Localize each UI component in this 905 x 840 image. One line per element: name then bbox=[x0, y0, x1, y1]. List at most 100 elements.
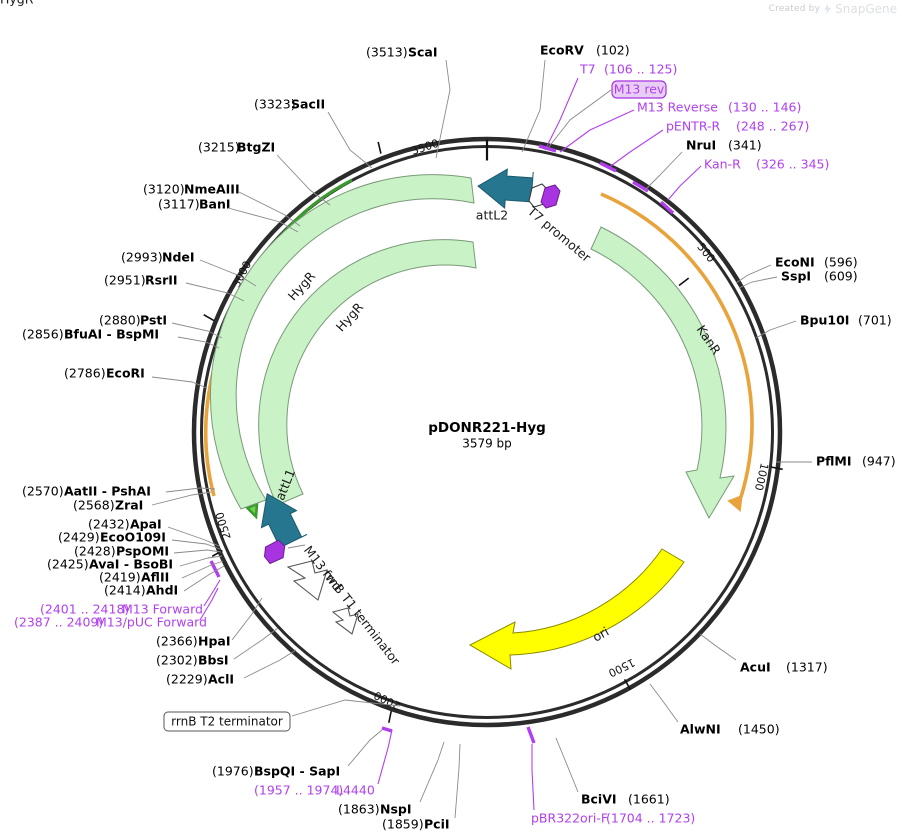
label-primer-pbr322ori-f[interactable]: pBR322ori-F (1704 .. 1723) bbox=[531, 744, 695, 826]
label-aflII-pos: (2419) bbox=[99, 570, 141, 585]
label-ecorv-name: EcoRV bbox=[540, 43, 584, 58]
label-primer-m13-reverse-range: (130 .. 146) bbox=[728, 100, 801, 115]
label-sacII-pos: (3323) bbox=[254, 97, 296, 112]
label-aatII[interactable]: (2570) AatII - PshAI bbox=[22, 484, 216, 499]
label-primer-t7-range: (106 .. 125) bbox=[604, 62, 677, 77]
label-primer-pbr322ori-f-range: (1704 .. 1723) bbox=[606, 811, 695, 826]
label-ndeI[interactable]: (2993) NdeI bbox=[121, 250, 257, 287]
label-bspQI[interactable]: (1976) BspQI - SapI bbox=[212, 729, 383, 779]
label-ecoO109I-pos: (2429) bbox=[58, 530, 100, 545]
label-m13-rev-box-text: M13 rev bbox=[614, 82, 665, 97]
label-pstI-name: PstI bbox=[140, 313, 167, 328]
feature-label-rrnb-t2: rrnB T2 terminator bbox=[171, 715, 283, 729]
label-primer-kan-r-name: Kan-R bbox=[704, 157, 741, 172]
label-nruI-name: NruI bbox=[686, 138, 716, 153]
label-nspI-pos: (1863) bbox=[338, 802, 380, 817]
label-scaI-name: ScaI bbox=[408, 45, 438, 60]
feature-attl2: attL2 bbox=[476, 168, 534, 223]
label-nmeAIII[interactable]: (3120) NmeAIII bbox=[143, 182, 301, 227]
label-ecoNI[interactable]: EcoNI (596) bbox=[735, 255, 858, 284]
label-pstI[interactable]: (2880) PstI bbox=[99, 313, 223, 339]
label-bciVI[interactable]: BciVI (1661) bbox=[555, 737, 670, 807]
label-aclI[interactable]: (2229) AclI bbox=[166, 649, 297, 687]
label-nmeAIII-name: NmeAIII bbox=[184, 182, 240, 197]
label-ecoNI-name: EcoNI bbox=[775, 255, 815, 270]
feature-label-t7-promoter: T7 promoter bbox=[524, 203, 594, 266]
label-ndeI-name: NdeI bbox=[162, 250, 195, 265]
label-bpu10I[interactable]: Bpu10I (701) bbox=[755, 313, 892, 339]
label-ecoRI[interactable]: (2786) EcoRI bbox=[64, 366, 208, 389]
label-primer-m13puc-forward[interactable]: (2387 .. 2409) M13/pUC Forward bbox=[14, 587, 219, 630]
label-primer-kan-r[interactable]: Kan-R (326 .. 345) bbox=[667, 157, 829, 201]
label-alwNI-pos: (1450) bbox=[738, 722, 780, 737]
label-nruI[interactable]: NruI (341) bbox=[644, 138, 762, 191]
label-rsrII[interactable]: (2951) RsrII bbox=[104, 273, 245, 302]
label-primer-t7[interactable]: T7 (106 .. 125) bbox=[544, 62, 677, 151]
label-bciVI-pos: (1661) bbox=[628, 792, 670, 807]
label-sspI-pos: (609) bbox=[824, 269, 858, 284]
label-primer-m13puc-forward-name: M13/pUC Forward bbox=[96, 615, 207, 630]
label-aflII[interactable]: (2419) AflII bbox=[99, 560, 224, 585]
label-m13-rev-box[interactable]: M13 rev bbox=[547, 80, 667, 149]
feature-label-attl2: attL2 bbox=[476, 208, 508, 223]
label-nspI-name: NspI bbox=[380, 802, 412, 817]
label-sacII[interactable]: (3323) SacII bbox=[254, 97, 373, 169]
label-pciI-name: PciI bbox=[424, 817, 450, 832]
label-primer-t7-name: T7 bbox=[579, 62, 596, 77]
label-bbsI-name: BbsI bbox=[198, 653, 229, 668]
label-ecorv-pos: (102) bbox=[596, 43, 630, 58]
label-ecoO109I-name: EcoO109I bbox=[100, 530, 166, 545]
feature-label-rrnb-t1: rrnB T1 terminator bbox=[320, 567, 404, 669]
label-primer-l4440-range: (1957 .. 1974) bbox=[254, 783, 343, 798]
label-hpaI[interactable]: (2366) HpaI bbox=[156, 597, 263, 649]
label-apaI[interactable]: (2432) ApaI bbox=[88, 517, 220, 547]
label-primer-pentr-r[interactable]: pENTR-R (248 .. 267) bbox=[607, 119, 809, 169]
label-bbsI-pos: (2302) bbox=[156, 653, 198, 668]
label-pciI-pos: (1859) bbox=[382, 817, 424, 832]
label-pciI[interactable]: (1859) PciI bbox=[382, 743, 461, 832]
label-alwNI[interactable]: AlwNI (1450) bbox=[649, 683, 780, 737]
label-ahdI[interactable]: (2414) AhdI bbox=[104, 565, 225, 598]
label-ahdI-pos: (2414) bbox=[104, 583, 146, 598]
label-ecoO109I[interactable]: (2429) EcoO109I bbox=[58, 530, 221, 550]
tick-label-1000: 1000 bbox=[752, 462, 771, 492]
label-scaI[interactable]: (3513) ScaI bbox=[366, 45, 451, 159]
label-zraI[interactable]: (2568) ZraI bbox=[73, 491, 212, 513]
label-btgZI-pos: (3215) bbox=[198, 140, 240, 155]
label-primer-pbr322ori-f-name: pBR322ori-F bbox=[531, 811, 608, 826]
label-sspI[interactable]: SspI (609) bbox=[738, 269, 858, 289]
label-btgZI[interactable]: (3215) BtgZI bbox=[198, 140, 331, 206]
label-sspI-name: SspI bbox=[781, 269, 811, 284]
label-bspQI-name: BspQI - SapI bbox=[254, 764, 340, 779]
feature-kanr: KanR bbox=[590, 226, 735, 520]
label-avaI[interactable]: (2425) AvaI - BsoBI bbox=[47, 555, 223, 572]
label-aclI-pos: (2229) bbox=[166, 672, 208, 687]
label-primer-m13-forward[interactable]: (2401 .. 2418) M13 Forward bbox=[40, 579, 221, 617]
label-bfuAI[interactable]: (2856) BfuAI - BspMI bbox=[22, 327, 220, 349]
label-bspQI-pos: (1976) bbox=[212, 764, 254, 779]
label-pflMI[interactable]: PflMI (947) bbox=[776, 454, 896, 469]
label-bfuAI-name: BfuAI - BspMI bbox=[64, 327, 159, 342]
watermark-brand: SnapGene bbox=[835, 2, 897, 16]
label-ahdI-name: AhdI bbox=[146, 583, 178, 598]
label-nmeAIII-pos: (3120) bbox=[143, 182, 185, 197]
tick-label-2500: 2500 bbox=[213, 510, 234, 541]
label-ecorv[interactable]: EcoRV (102) bbox=[521, 43, 630, 153]
label-scaI-pos: (3513) bbox=[366, 45, 408, 60]
label-apaI-name: ApaI bbox=[130, 517, 162, 532]
label-nruI-pos: (341) bbox=[728, 138, 762, 153]
label-primer-l4440[interactable]: (1957 .. 1974) L4440 bbox=[254, 729, 393, 798]
label-bpu10I-name: Bpu10I bbox=[800, 313, 849, 328]
label-acuI[interactable]: AcuI (1317) bbox=[699, 633, 828, 675]
center-annotation: pDONR221-Hyg 3579 bp bbox=[428, 420, 546, 451]
label-ecoRI-pos: (2786) bbox=[64, 366, 106, 381]
label-bfuAI-pos: (2856) bbox=[22, 327, 64, 342]
label-aflII-name: AflII bbox=[141, 570, 169, 585]
label-nspI[interactable]: (1863) NspI bbox=[338, 741, 445, 817]
label-banI[interactable]: (3117) BanI bbox=[158, 197, 299, 233]
label-pspOMI[interactable]: (2428) PspOMI bbox=[74, 544, 222, 559]
label-bbsI[interactable]: (2302) BbsI bbox=[156, 627, 279, 668]
feature-attl1: attL1 bbox=[260, 467, 308, 549]
label-primer-m13-reverse[interactable]: M13 Reverse (130 .. 146) bbox=[559, 100, 801, 153]
